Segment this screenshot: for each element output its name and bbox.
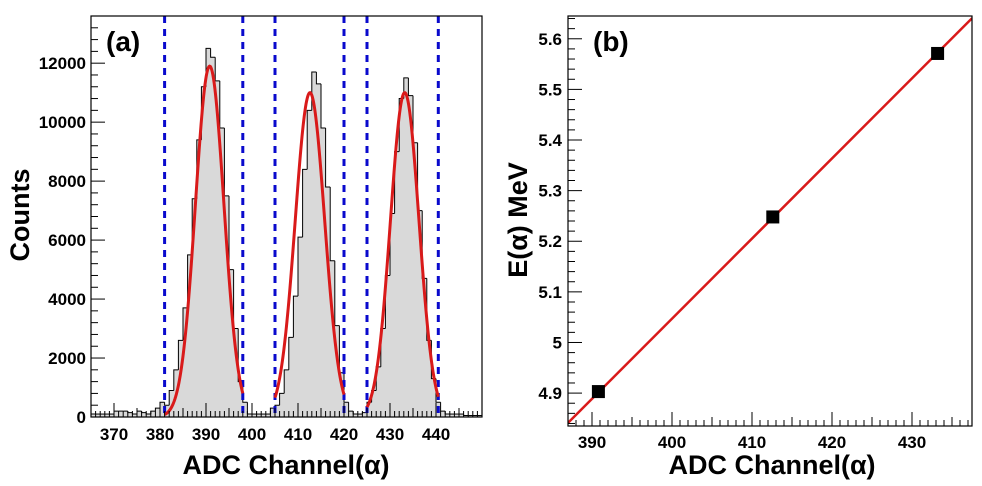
gaussian-fit-curve <box>163 64 245 416</box>
x-tick-label: 420 <box>330 425 358 444</box>
y-tick-label: 8000 <box>48 172 86 191</box>
histogram-bin <box>173 369 179 391</box>
panel-a: (a) ADC Channel(α) Counts 370 380 390 400 41… <box>5 15 483 480</box>
histogram-bin <box>329 187 335 262</box>
histogram-bin <box>141 411 147 414</box>
y-tick-label: 5.3 <box>538 182 562 201</box>
histogram-bin <box>154 407 160 412</box>
y-tick-label: 4.9 <box>538 384 562 403</box>
gaussian-fit-curve <box>365 91 440 408</box>
histogram-bin <box>127 411 133 414</box>
panel-b: (b) ADC Channel(α) E(α) MeV 390 400 410 420… <box>503 15 973 480</box>
histogram-bin <box>131 412 137 415</box>
x-tick-label: 380 <box>146 425 174 444</box>
histogram-bin <box>219 80 225 129</box>
histogram-bin <box>444 411 450 415</box>
histogram-bin <box>302 168 308 238</box>
data-point-marker <box>766 210 780 224</box>
histogram-bin <box>334 260 340 327</box>
y-tick-label: 5.6 <box>538 30 562 49</box>
panel-a-ylabel: Counts <box>5 169 35 262</box>
histogram-bin <box>352 411 358 415</box>
panel-a-xlabel: ADC Channel(α) <box>182 450 389 480</box>
histogram-bin <box>283 369 289 394</box>
y-tick-label: 5 <box>553 333 562 352</box>
histogram-bin <box>315 72 321 85</box>
histogram-bin <box>325 128 331 188</box>
x-tick-label: 390 <box>578 433 606 452</box>
histogram-bin <box>145 412 151 415</box>
x-tick-label: 400 <box>238 425 266 444</box>
y-tick-label: 4000 <box>48 290 86 309</box>
y-tick-label: 5.5 <box>538 80 562 99</box>
data-point-marker <box>931 46 945 60</box>
y-tick-label: 5.2 <box>538 232 562 251</box>
histogram-bin <box>228 195 234 271</box>
histogram-bin <box>279 392 285 406</box>
y-tick-label: 10000 <box>39 113 86 132</box>
histogram-bin <box>168 389 174 406</box>
gaussian-fit-curve <box>273 91 346 399</box>
histogram-bin <box>320 83 326 129</box>
y-tick-label: 5.4 <box>538 131 562 150</box>
panel-b-ylabel: E(α) MeV <box>503 162 533 278</box>
x-tick-label: 400 <box>658 433 686 452</box>
histogram-bin <box>292 295 298 338</box>
panel-b-xlabel: ADC Channel(α) <box>668 450 875 480</box>
histogram-bin <box>407 77 413 97</box>
histogram-fill <box>91 48 482 417</box>
y-tick-label: 6000 <box>48 231 86 250</box>
x-tick-label: 370 <box>100 425 128 444</box>
histogram-bin <box>233 269 239 330</box>
histogram-bin <box>440 402 446 412</box>
y-tick-label: 0 <box>77 408 86 427</box>
y-tick-label: 5.1 <box>538 283 562 302</box>
x-tick-label: 420 <box>818 433 846 452</box>
histogram-bin <box>288 336 294 370</box>
panel-a-label: (a) <box>106 26 140 57</box>
x-tick-label: 410 <box>284 425 312 444</box>
histogram-bin <box>246 402 252 415</box>
histogram-bin <box>223 128 229 197</box>
histogram-bin <box>463 414 469 417</box>
x-tick-label: 390 <box>192 425 220 444</box>
histogram-bin <box>182 307 188 341</box>
histogram-bin <box>297 236 303 297</box>
y-tick-label: 2000 <box>48 349 86 368</box>
x-tick-label: 410 <box>738 433 766 452</box>
panel-b-label: (b) <box>593 26 629 57</box>
y-tick-label: 12000 <box>39 54 86 73</box>
histogram-bin <box>306 109 312 170</box>
histogram-bin <box>210 48 216 58</box>
x-tick-label: 440 <box>422 425 450 444</box>
histogram-bin <box>164 402 170 406</box>
x-tick-label: 430 <box>376 425 404 444</box>
histogram-bin <box>177 339 183 370</box>
histogram-bin <box>348 402 354 412</box>
data-point-marker <box>591 385 605 399</box>
x-tick-label: 430 <box>898 433 926 452</box>
histogram-bin <box>214 57 220 82</box>
